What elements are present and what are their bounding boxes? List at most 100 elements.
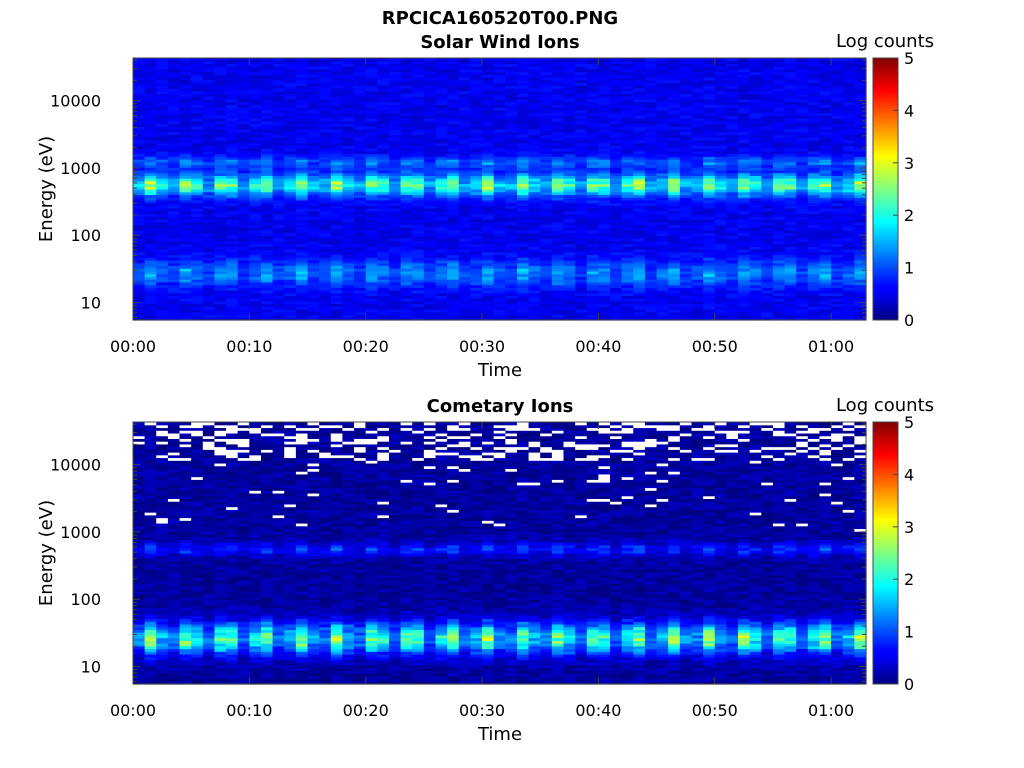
heatmap-cell [179, 167, 192, 171]
heatmap-cell [412, 224, 425, 228]
heatmap-cell [307, 58, 320, 62]
heatmap-cell [516, 191, 530, 196]
heatmap-cell [447, 172, 460, 176]
heatmap-cell [714, 183, 727, 187]
heatmap-cell [458, 68, 472, 73]
heatmap-cell [400, 178, 413, 182]
heatmap-cell [633, 93, 646, 97]
heatmap-cell [284, 219, 297, 223]
heatmap-cell [191, 128, 204, 133]
heatmap-cell [598, 281, 611, 286]
heatmap-cell [226, 295, 239, 299]
heatmap-cell [575, 213, 588, 217]
heatmap-cell [621, 180, 634, 185]
heatmap-cell [272, 186, 285, 190]
heatmap-cell [226, 150, 239, 155]
heatmap-cell [458, 172, 472, 176]
heatmap-cell [435, 169, 448, 174]
heatmap-cell [447, 257, 460, 261]
heatmap-cell [528, 142, 541, 146]
heatmap-cell [644, 235, 658, 239]
heatmap-cell [330, 58, 344, 62]
heatmap-cell [319, 178, 332, 182]
heatmap-cell [377, 123, 390, 127]
heatmap-cell [679, 243, 693, 247]
heatmap-cell [447, 197, 460, 201]
heatmap-cell [272, 71, 285, 75]
heatmap-cell [388, 164, 402, 168]
heatmap-cell [202, 298, 216, 302]
heatmap-cell [179, 232, 192, 236]
heatmap-cell [365, 298, 378, 302]
heatmap-cell [633, 96, 646, 100]
heatmap-cell [668, 142, 681, 146]
heatmap-cell [575, 126, 588, 130]
heatmap-cell [516, 183, 530, 187]
heatmap-cell [156, 74, 169, 78]
heatmap-cell [586, 309, 599, 313]
heatmap-cell [191, 118, 204, 122]
heatmap-cell [505, 311, 518, 316]
heatmap-cell [191, 178, 204, 182]
heatmap-cell [633, 98, 646, 103]
heatmap-cell [342, 254, 355, 258]
heatmap-cell [307, 287, 320, 291]
heatmap-cell [156, 240, 169, 245]
heatmap-cell [668, 268, 681, 272]
heatmap-cell [295, 257, 309, 261]
heatmap-cell [342, 71, 355, 75]
heatmap-cell [365, 251, 378, 256]
heatmap-cell [598, 254, 611, 258]
heatmap-cell [260, 79, 274, 84]
heatmap-cell [260, 137, 274, 141]
heatmap-cell [563, 139, 576, 144]
heatmap-cell [202, 219, 216, 223]
heatmap-cell [330, 128, 344, 133]
heatmap-cell [284, 208, 297, 212]
heatmap-cell [679, 191, 693, 196]
heatmap-cell [377, 189, 390, 193]
heatmap-cell [726, 281, 739, 286]
heatmap-cell [400, 219, 413, 223]
heatmap-cell [551, 131, 565, 136]
heatmap-cell [726, 292, 739, 297]
heatmap-cell [435, 213, 448, 217]
heatmap-cell [621, 153, 634, 157]
heatmap-cell [167, 221, 181, 226]
heatmap-cell [319, 216, 332, 220]
heatmap-cell [167, 164, 181, 168]
heatmap-cell [563, 254, 576, 258]
heatmap-cell [493, 240, 506, 245]
heatmap-cell [458, 167, 472, 171]
heatmap-cell [365, 235, 378, 239]
heatmap-cell [249, 246, 262, 250]
heatmap-cell [563, 66, 576, 70]
heatmap-cell [307, 169, 320, 174]
heatmap-cell [679, 79, 693, 84]
heatmap-cell [167, 273, 181, 277]
heatmap-cell [575, 164, 588, 168]
heatmap-cell [272, 131, 285, 136]
heatmap-cell [400, 172, 413, 176]
heatmap-cell [470, 148, 483, 152]
heatmap-cell [668, 77, 681, 81]
heatmap-cell [493, 142, 506, 146]
heatmap-cell [621, 189, 634, 193]
heatmap-cell [516, 107, 530, 111]
heatmap-cell [586, 202, 599, 206]
heatmap-cell [307, 178, 320, 182]
heatmap-cell [598, 104, 611, 108]
heatmap-cell [400, 314, 413, 318]
heatmap-cell [214, 90, 227, 95]
heatmap-cell [133, 123, 146, 127]
heatmap-cell [226, 219, 239, 223]
heatmap-cell [668, 178, 681, 182]
heatmap-cell [482, 88, 495, 92]
heatmap-cell [377, 306, 390, 310]
heatmap-cell [144, 85, 157, 89]
heatmap-cell [330, 227, 344, 231]
heatmap-cell [540, 229, 553, 234]
heatmap-cell [656, 82, 669, 86]
heatmap-cell [354, 150, 367, 155]
heatmap-cell [214, 180, 227, 185]
